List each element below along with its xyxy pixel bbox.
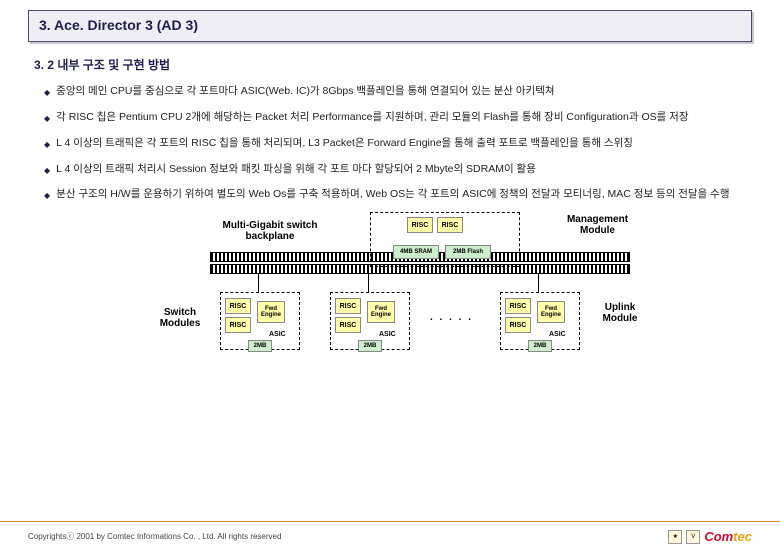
list-item: ◆ L 4 이상의 트래픽은 각 포트의 RISC 칩을 통해 처리되며, L3 … — [44, 135, 736, 153]
copyright-text: Copyrightsⓒ 2001 by Comtec Informations … — [28, 531, 281, 542]
bullet-text: L 4 이상의 트래픽은 각 포트의 RISC 칩을 통해 처리되며, L3 P… — [56, 135, 736, 153]
connector-line — [538, 274, 539, 292]
uplink-label: Uplink Module — [590, 302, 650, 324]
bullet-text: 중앙의 메인 CPU를 중심으로 각 포트마다 ASIC(Web. IC)가 8… — [56, 83, 736, 101]
cert-badge-icon: V — [686, 530, 700, 544]
flash-block: 2MB Flash — [445, 245, 491, 259]
title-bar: 3. Ace. Director 3 (AD 3) — [28, 10, 752, 42]
connector-line — [368, 274, 369, 292]
footer-divider — [0, 521, 780, 522]
cert-badge-icon: ★ — [668, 530, 682, 544]
list-item: ◆ 중앙의 메인 CPU를 중심으로 각 포트마다 ASIC(Web. IC)가 … — [44, 83, 736, 101]
asic-label: ASIC — [269, 331, 286, 338]
bullet-text: L 4 이상의 트래픽 처리시 Session 정보와 패킷 파싱을 위해 각 … — [56, 161, 736, 179]
asic-label: ASIC — [379, 331, 396, 338]
list-item: ◆ 분산 구조의 H/W를 운용하기 위하여 별도의 Web Os를 구축 적용하… — [44, 186, 736, 204]
brand-logo: Comtec — [704, 529, 752, 544]
switch-modules-label: Switch Modules — [150, 307, 210, 329]
memory-2mb: 2MB — [528, 340, 552, 352]
memory-2mb: 2MB — [358, 340, 382, 352]
brand-part1: Com — [704, 529, 733, 544]
bullet-text: 분산 구조의 H/W를 운용하기 위하여 별도의 Web Os를 구축 적용하며… — [56, 186, 736, 204]
ellipsis: . . . . . — [430, 312, 473, 323]
bullet-icon: ◆ — [44, 189, 50, 204]
brand-part2: tec — [733, 529, 752, 544]
risc-chip: RISC — [505, 298, 531, 314]
memory-2mb: 2MB — [248, 340, 272, 352]
page-title: 3. Ace. Director 3 (AD 3) — [39, 17, 198, 33]
risc-chip: RISC — [437, 217, 463, 233]
risc-chip: RISC — [335, 317, 361, 333]
bullet-text: 각 RISC 칩은 Pentium CPU 2개에 해당하는 Packet 처리… — [56, 109, 736, 127]
architecture-diagram: Multi-Gigabit switch backplane Managemen… — [130, 212, 650, 372]
risc-chip: RISC — [407, 217, 433, 233]
risc-chip: RISC — [335, 298, 361, 314]
fwd-engine: Fwd Engine — [367, 301, 395, 323]
risc-chip: RISC — [505, 317, 531, 333]
risc-chip: RISC — [225, 317, 251, 333]
bullet-icon: ◆ — [44, 164, 50, 179]
bullet-list: ◆ 중앙의 메인 CPU를 중심으로 각 포트마다 ASIC(Web. IC)가 … — [44, 83, 736, 204]
bullet-icon: ◆ — [44, 138, 50, 153]
sram-block: 4MB SRAM — [393, 245, 439, 259]
bullet-icon: ◆ — [44, 112, 50, 127]
asic-label: ASIC — [549, 331, 566, 338]
list-item: ◆ 각 RISC 칩은 Pentium CPU 2개에 해당하는 Packet 처… — [44, 109, 736, 127]
risc-chip: RISC — [225, 298, 251, 314]
list-item: ◆ L 4 이상의 트래픽 처리시 Session 정보와 패킷 파싱을 위해 각… — [44, 161, 736, 179]
section-subtitle: 3. 2 내부 구조 및 구현 방법 — [34, 56, 746, 73]
management-module: RISC RISC 4MB SRAM 2MB Flash — [370, 212, 520, 267]
connector-line — [258, 274, 259, 292]
bullet-icon: ◆ — [44, 86, 50, 101]
backplane-label: Multi-Gigabit switch backplane — [210, 220, 330, 242]
logo-area: ★ V Comtec — [668, 529, 752, 544]
fwd-engine: Fwd Engine — [257, 301, 285, 323]
fwd-engine: Fwd Engine — [537, 301, 565, 323]
mgmt-label: Management Module — [555, 214, 640, 236]
